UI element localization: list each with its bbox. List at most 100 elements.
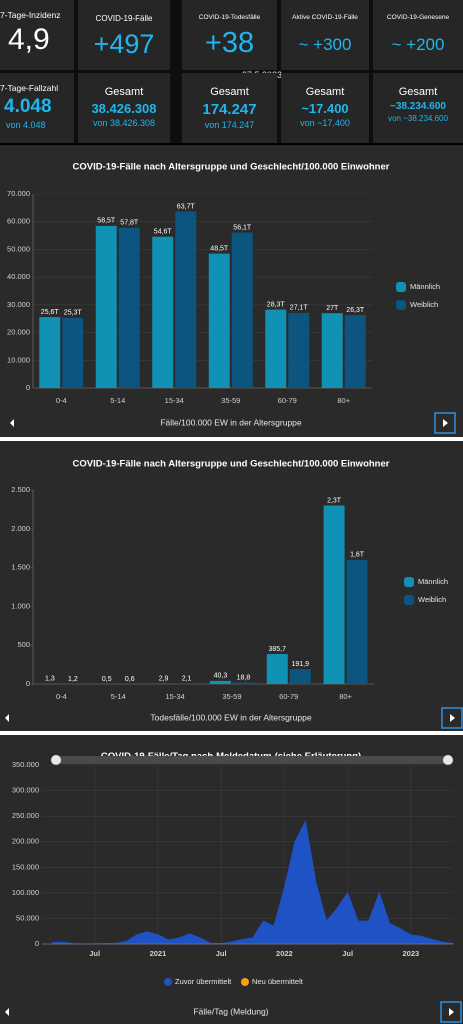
y-tick-label: 300.000 (12, 786, 39, 795)
kpi-panel: RKI 27.5.2023 7-Tage-Inzidenz4,9COVID-19… (0, 0, 463, 143)
y-tick-label: 10.000 (7, 355, 30, 364)
kpi-label: COVID-19-Genesene (386, 14, 450, 21)
value-label: 57,8T (120, 220, 139, 227)
y-tick-label: 40.000 (7, 272, 30, 281)
value-label: 27,1T (290, 305, 309, 312)
y-tick-label: 0 (26, 679, 30, 688)
kpi-tile: Aktive COVID-19-Fälle ~ +300 (281, 0, 369, 70)
bar (95, 225, 117, 388)
bar (323, 505, 345, 684)
value-label: 40,3 (214, 673, 228, 680)
value-label: 28,3T (267, 301, 286, 308)
kpi-label: Gesamt (398, 86, 438, 98)
next-arrow (450, 714, 455, 722)
legend-swatch (164, 978, 172, 986)
value-label: 191,9 (291, 661, 309, 668)
x-tick-label: 35-59 (222, 692, 241, 701)
y-tick-label: 1.500 (11, 563, 30, 572)
slider-handle[interactable] (51, 755, 61, 765)
next-button[interactable] (441, 707, 463, 729)
kpi-value: +497 (93, 29, 155, 59)
legend-swatch (241, 978, 249, 986)
value-label: 25,6T (41, 309, 60, 316)
kpi-tile: Gesamt 38.426.308 von 38.426.308 (78, 73, 170, 143)
next-arrow (449, 1008, 454, 1016)
legend-label: Männlich (410, 282, 440, 291)
value-label: 0,5 (102, 676, 112, 683)
y-tick-label: 30.000 (7, 300, 30, 309)
y-tick-label: 0 (35, 939, 39, 948)
value-label: 1,6T (350, 552, 365, 559)
bar (289, 669, 311, 684)
x-tick-label: 0-4 (56, 396, 67, 405)
bar (288, 312, 310, 388)
slider-handle[interactable] (443, 755, 453, 765)
legend-swatch (404, 595, 414, 605)
y-tick-label: 70.000 (7, 189, 30, 198)
next-button[interactable] (440, 1001, 462, 1023)
bar (118, 227, 140, 388)
kpi-label: 7-Tage-Fallzahl (0, 83, 59, 93)
y-tick-label: 150.000 (12, 862, 39, 871)
bar (231, 232, 253, 388)
value-label: 54,6T (154, 229, 173, 236)
legend-label: Weiblich (418, 595, 446, 604)
chart-title: COVID-19-Fälle nach Altersgruppe und Ges… (73, 162, 390, 173)
prev-button[interactable] (5, 1008, 9, 1016)
kpi-label: Aktive COVID-19-Fälle (292, 14, 358, 21)
value-label: 1,3 (45, 676, 55, 683)
kpi-tile: Gesamt ~17.400 von ~17.400 (281, 73, 369, 143)
x-tick-label: 35-59 (221, 396, 240, 405)
prev-button[interactable] (10, 419, 14, 427)
y-tick-label: 250.000 (12, 811, 39, 820)
value-label: 2,1 (182, 676, 192, 683)
chart-age-deaths: COVID-19-Fälle nach Altersgruppe und Ges… (0, 441, 463, 731)
bar (209, 680, 231, 684)
next-button[interactable] (434, 412, 456, 434)
legend-label: Neu übermittelt (252, 977, 304, 986)
kpi-tile: 7-Tage-Fallzahl 4.048 von 4.048 (0, 73, 74, 143)
kpi-value: 38.426.308 (91, 101, 157, 116)
y-tick-label: 350.000 (12, 760, 39, 769)
value-label: 25,3T (64, 310, 83, 317)
bar (346, 559, 368, 684)
legend-label: Weiblich (410, 300, 438, 309)
chart-age-cases: COVID-19-Fälle nach Altersgruppe und Ges… (0, 145, 463, 437)
kpi-label: Gesamt (305, 86, 345, 98)
separator (0, 437, 463, 441)
prev-button[interactable] (5, 714, 9, 722)
kpi-value: 174.247 (202, 101, 257, 118)
bar (39, 317, 61, 388)
kpi-value: ~17.400 (301, 101, 349, 116)
y-tick-label: 100.000 (12, 888, 39, 897)
bar (62, 317, 84, 388)
bar (152, 236, 174, 388)
kpi-sub: von 4.048 (6, 120, 46, 130)
bar (232, 682, 254, 684)
x-axis-label: Fälle/Tag (Meldung) (193, 1006, 268, 1016)
y-tick-label: 20.000 (7, 328, 30, 337)
x-tick-label: Jul (89, 949, 100, 958)
value-label: 2,9 (159, 676, 169, 683)
x-axis-label: Todesfälle/100.000 EW in der Altersgrupp… (150, 712, 311, 722)
value-label: 0,6 (125, 676, 135, 683)
legend-swatch (404, 577, 414, 587)
kpi-tile: COVID-19-Todesfälle +38 (182, 0, 277, 70)
legend-swatch (396, 300, 406, 310)
kpi-label: COVID-19-Fälle (95, 14, 153, 23)
x-tick-label: Jul (216, 949, 227, 958)
range-slider[interactable] (52, 756, 450, 764)
kpi-label: 7-Tage-Inzidenz (0, 10, 61, 20)
bar (175, 211, 197, 388)
kpi-value: ~38.234.600 (390, 101, 446, 112)
chart-daily-cases: COVID-19-Fälle/Tag nachMeldedatum(siehe … (0, 735, 463, 1024)
x-tick-label: 15-34 (165, 692, 184, 701)
y-tick-label: 2.500 (11, 485, 30, 494)
y-tick-label: 2.000 (11, 524, 30, 533)
y-tick-label: 60.000 (7, 217, 30, 226)
chart-title: COVID-19-Fälle nach Altersgruppe und Ges… (73, 459, 390, 470)
kpi-tile: COVID-19-Genesene ~ +200 (373, 0, 463, 70)
x-axis-label: Fälle/100.000 EW in der Altersgruppe (160, 417, 302, 427)
x-tick-label: 60-79 (278, 396, 297, 405)
